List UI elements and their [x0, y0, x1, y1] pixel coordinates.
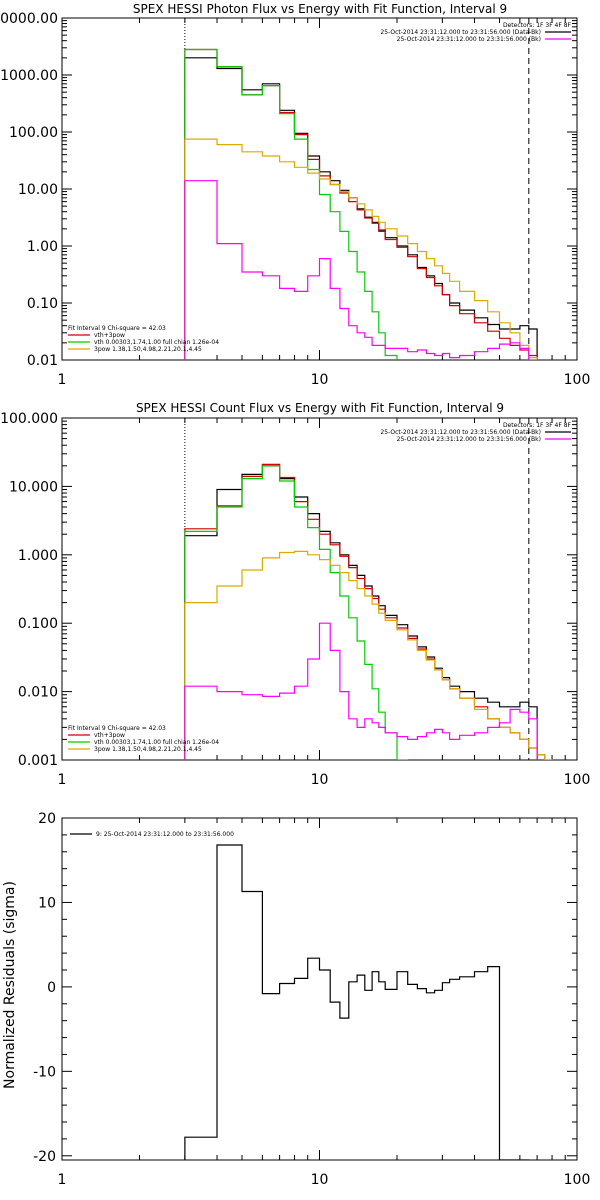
legend-entry-label: 3pow 1.38,1.50,4.98,2.21,20.1,4.45 — [94, 346, 202, 353]
series-4-step-line — [184, 622, 538, 760]
legend-entry-label: 25-Oct-2014 23:31:12.000 to 23:31:56.000… — [397, 436, 541, 443]
y-tick-label: 0.01 — [27, 353, 58, 369]
y-tick-label: -10 — [33, 1064, 56, 1080]
series-0-step-line — [184, 844, 530, 1160]
legend-entry-label: vth 0.00303,1.74,1.00 full chian 1.26e-0… — [94, 739, 219, 746]
y-tick-label: 0.010 — [18, 685, 58, 701]
x-tick-label: 1 — [58, 772, 67, 788]
series-3-step-line — [184, 550, 553, 760]
count-flux-plot-frame — [61, 417, 578, 761]
x-tick-label: 100 — [564, 772, 591, 788]
series-0-step-line — [184, 465, 538, 760]
series-2-step-line — [184, 465, 409, 760]
y-tick-label: 1.00 — [27, 239, 58, 255]
legend-entry-label: vth 0.00303,1.74,1.00 full chian 1.26e-0… — [94, 339, 219, 346]
y-tick-label: 10 — [38, 895, 56, 911]
legend-header: Fit Interval 9 Chi-square = 42.03 — [68, 325, 166, 332]
x-tick-label: 100 — [564, 1172, 591, 1188]
x-tick-label: 10 — [311, 1172, 329, 1188]
y-tick-label: 0.001 — [18, 753, 58, 769]
x-tick-label: 10 — [311, 372, 329, 388]
series-0-step-line — [184, 57, 538, 360]
legend-entry-label: vth+3pow — [94, 732, 125, 739]
count-flux-panel: SPEX HESSI Count Flux vs Energy with Fit… — [0, 401, 590, 788]
legend-entry-label: vth+3pow — [94, 332, 125, 339]
y-tick-label: 0.100 — [18, 616, 58, 632]
photon-flux-title: SPEX HESSI Photon Flux vs Energy with Fi… — [133, 2, 507, 16]
series-3-step-line — [184, 138, 538, 360]
y-tick-label: 1000.00 — [0, 68, 58, 84]
y-tick-label: 20 — [38, 811, 56, 827]
count-flux-title: SPEX HESSI Count Flux vs Energy with Fit… — [136, 401, 504, 415]
x-tick-label: 10 — [311, 772, 329, 788]
y-tick-label: 100.000 — [0, 411, 58, 427]
legend-header: Detectors: 1F 3F 4F 8F — [503, 422, 572, 429]
residuals-ylabel: Normalized Residuals (sigma) — [2, 881, 18, 1089]
y-tick-label: -20 — [33, 1149, 56, 1165]
legend-entry-label: 3pow 1.38,1.50,4.98,2.21,20.1,4.45 — [94, 746, 202, 753]
series-4-step-line — [184, 180, 538, 360]
residuals-panel: Normalized Residuals (sigma) 1 10 10020100… — [2, 811, 590, 1188]
y-tick-label: 1.000 — [18, 548, 58, 564]
y-tick-label: 100.00 — [9, 125, 58, 141]
legend-entry-label: 9: 25-Oct-2014 23:31:12.000 to 23:31:56.… — [96, 831, 234, 838]
y-tick-label: 0 — [47, 980, 56, 996]
series-2-step-line — [184, 48, 398, 360]
series-1-step-line — [184, 463, 553, 760]
y-tick-label: 10.000 — [9, 479, 58, 495]
y-tick-label: 0.10 — [27, 296, 58, 312]
x-tick-label: 100 — [564, 372, 591, 388]
legend-entry-label: 25-Oct-2014 23:31:12.000 to 23:31:56.000… — [380, 429, 541, 436]
legend-header: Detectors: 1F 3F 4F 8F — [503, 22, 572, 29]
x-tick-label: 1 — [58, 372, 67, 388]
photon-flux-panel: SPEX HESSI Photon Flux vs Energy with Fi… — [0, 2, 590, 388]
x-tick-label: 1 — [58, 1172, 67, 1188]
legend-entry-label: 25-Oct-2014 23:31:12.000 to 23:31:56.000… — [380, 29, 541, 36]
legend-header: Fit Interval 9 Chi-square = 42.03 — [68, 725, 166, 732]
y-tick-label: 10.00 — [18, 182, 58, 198]
legend-entry-label: 25-Oct-2014 23:31:12.000 to 23:31:56.000… — [397, 36, 541, 43]
